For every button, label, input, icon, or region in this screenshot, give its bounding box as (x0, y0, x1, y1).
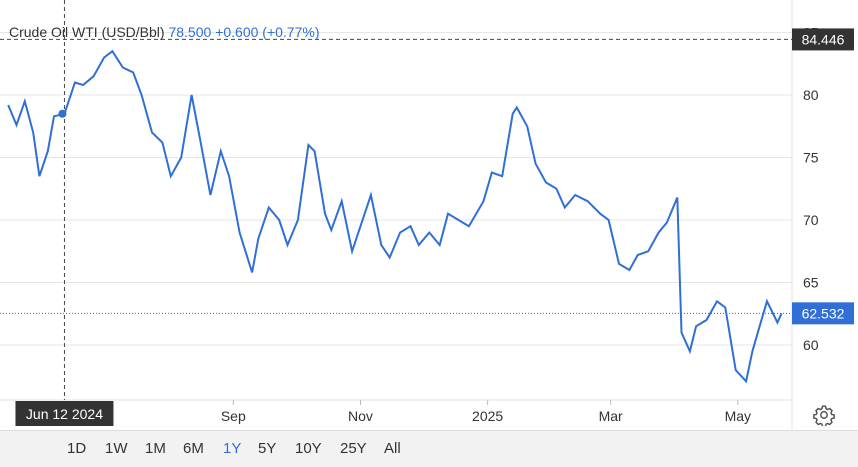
x-tick-label: Mar (599, 408, 623, 424)
range-1m-button[interactable]: 1M (145, 440, 166, 457)
crosshair-date-label-bg (15, 401, 114, 426)
crosshair-date-label: Jun 12 2024 (26, 406, 103, 422)
range-1w-button[interactable]: 1W (105, 440, 128, 457)
range-selector: 1D 1W 1M 6M 1Y 5Y 10Y 25Y All (0, 430, 858, 467)
last-price-marker: 62.532 (0, 302, 854, 325)
tooltip-change: +0.600 (215, 24, 259, 40)
range-25y-button[interactable]: 25Y (340, 440, 367, 457)
crosshair-price-label: 84.446 (802, 31, 845, 47)
y-tick-label: 80 (803, 87, 819, 103)
range-6m-button[interactable]: 6M (183, 440, 204, 457)
range-1y-button[interactable]: 1Y (223, 440, 242, 457)
crosshair: 84.446 Jun 12 2024 (0, 0, 854, 426)
range-all-button[interactable]: All (384, 440, 401, 457)
y-tick-label: 60 (803, 337, 819, 353)
range-1d-button[interactable]: 1D (67, 440, 87, 457)
gear-icon[interactable] (813, 404, 835, 426)
last-price-label-bg (792, 302, 854, 325)
y-tick-label: 70 (803, 212, 819, 228)
x-axis-ticks: Sep Nov 2025 Mar May (221, 400, 751, 424)
crosshair-price-label-bg (792, 28, 854, 51)
range-10y-button[interactable]: 10Y (295, 440, 322, 457)
instrument-name: Crude Oil WTI (USD/Bbl) (9, 24, 165, 40)
x-tick-label: May (725, 408, 751, 424)
y-tick-label: 75 (803, 150, 819, 166)
price-line (7, 49, 783, 384)
x-tick-label: 2025 (472, 408, 503, 424)
y-tick-label: 65 (803, 275, 819, 291)
tooltip-price: 78.500 (168, 24, 212, 40)
last-price-label: 62.532 (802, 305, 845, 321)
hover-point (58, 109, 67, 118)
price-tooltip: Crude Oil WTI (USD/Bbl) 78.500 +0.600 (+… (9, 24, 320, 40)
x-tick-label: Sep (221, 408, 246, 424)
range-5y-button[interactable]: 5Y (258, 440, 277, 457)
x-tick-label: Nov (348, 408, 373, 424)
tooltip-change-pct: (+0.77%) (262, 24, 320, 40)
chart-grid (0, 0, 793, 430)
